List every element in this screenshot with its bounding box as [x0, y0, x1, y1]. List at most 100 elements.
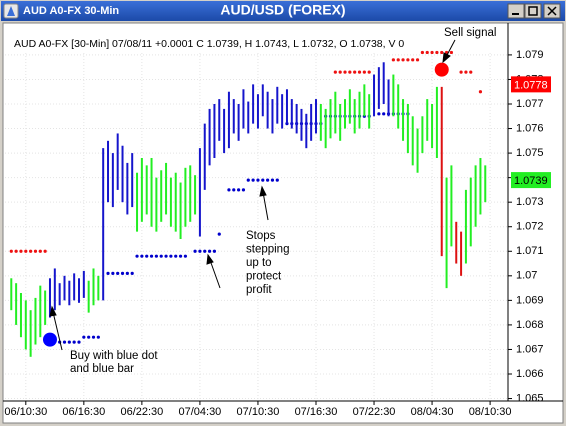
stop-dot [106, 271, 110, 275]
stop-dot [435, 50, 439, 55]
chart-title: AUD/USD (FOREX) [220, 2, 345, 18]
stop-dot [415, 58, 420, 62]
stop-dot [149, 254, 154, 258]
stop-dot [420, 50, 424, 55]
stop-dot [246, 178, 250, 182]
stop-dot [135, 254, 139, 258]
stop-dot [348, 70, 352, 74]
plot: 1.065 1.066 1.067 1.068 1.069 1.07 1.071 1.072 1… [4, 49, 551, 418]
app-icon-glyph [7, 6, 15, 16]
annotation: up to [246, 257, 272, 269]
stop-dot [237, 188, 241, 192]
stop-dot [459, 70, 463, 74]
stop-dot [217, 232, 221, 236]
x-tick-label: 06/22:30 [120, 406, 163, 418]
x-tick-label: 06/16:30 [62, 406, 105, 418]
stop-dot [24, 249, 28, 253]
minimize-button[interactable] [507, 3, 525, 19]
stop-dot [256, 178, 260, 182]
y-tick-label: 1.075 [516, 147, 544, 159]
stop-dot [159, 254, 163, 258]
stop-dot [367, 70, 371, 74]
stop-dot [14, 249, 18, 253]
stop-dot [343, 70, 347, 74]
maximize-button[interactable] [524, 3, 542, 19]
price-tag [511, 172, 551, 189]
arrow-head [259, 185, 267, 197]
stop-dot [178, 254, 183, 258]
price-tag-label: 1.0739 [514, 175, 548, 187]
close-glyph [547, 6, 557, 16]
stop-dot [120, 271, 125, 275]
x-tick-label: 07/04:30 [178, 406, 221, 418]
stop-dot [9, 249, 13, 253]
stop-dot [96, 335, 100, 339]
arrow [52, 311, 63, 351]
stop-dot [33, 249, 38, 253]
y-tick-label: 1.066 [516, 368, 544, 380]
signal-dot [42, 332, 57, 347]
stop-dot [72, 340, 76, 344]
stop-dot [440, 50, 444, 55]
stop-dot [411, 58, 415, 62]
x-tick-label: 07/16:30 [295, 406, 338, 418]
stop-dot [406, 58, 410, 62]
stop-dot [38, 249, 42, 253]
stop-dot [140, 254, 144, 258]
window-title: AUD A0-FX 30-Min [23, 5, 119, 17]
arrow-head [442, 52, 451, 64]
maximize-glyph [528, 6, 538, 16]
y-tick-label: 1.079 [516, 49, 544, 61]
stop-dot [261, 178, 265, 182]
stop-dot [198, 249, 202, 253]
arrow [209, 259, 221, 289]
stop-dot [183, 254, 188, 258]
stop-dot [469, 70, 473, 74]
x-tick-label: 08/10:30 [469, 406, 512, 418]
annotation-arrows [49, 39, 456, 351]
stop-dot [169, 254, 173, 258]
stop-dot [111, 271, 115, 275]
stop-dot [203, 249, 207, 253]
y-tick-label: 1.07 [516, 270, 537, 282]
y-tick-label: 1.068 [516, 319, 544, 331]
annotation: Stops [246, 230, 276, 242]
annotation: Buy with blue dot [70, 350, 158, 362]
stop-dot [338, 70, 342, 74]
stop-dot [391, 58, 395, 62]
stop-dot [478, 90, 483, 94]
stop-dot [154, 254, 158, 258]
stop-dot [207, 249, 212, 253]
stop-dot [193, 249, 197, 253]
y-tick-label: 1.076 [516, 122, 544, 134]
arrow-head [49, 305, 57, 317]
y-tick-label: 1.067 [516, 343, 544, 355]
annotation: and blue bar [70, 363, 134, 375]
arrow [262, 191, 269, 221]
x-tick-label: 07/22:30 [353, 406, 396, 418]
y-tick-label: 1.073 [516, 196, 544, 208]
annotation: protect [246, 271, 282, 283]
price-tag-label: 1.0778 [514, 79, 548, 91]
stop-dot [174, 254, 178, 258]
stop-dot [425, 50, 429, 55]
stop-dot [212, 249, 217, 253]
annotation: stepping [246, 244, 289, 256]
stop-dot [401, 58, 405, 62]
x-tick-label: 06/10:30 [4, 406, 47, 418]
y-tick-label: 1.077 [516, 98, 544, 110]
info-line: AUD A0-FX [30-Min] 07/08/11 +0.0001 C 1.… [14, 38, 404, 50]
stop-dot [116, 271, 120, 275]
stop-dot [382, 112, 386, 116]
chart-area [2, 22, 564, 424]
stop-dot [82, 335, 86, 339]
stop-dot [444, 50, 449, 55]
stop-dot [396, 58, 400, 62]
annotation: Sell signal [444, 27, 496, 39]
stop-dot [130, 271, 134, 275]
stop-dot [91, 335, 96, 339]
title-bar [1, 1, 565, 21]
x-tick-label: 07/10:30 [237, 406, 280, 418]
stop-dot [449, 50, 454, 55]
